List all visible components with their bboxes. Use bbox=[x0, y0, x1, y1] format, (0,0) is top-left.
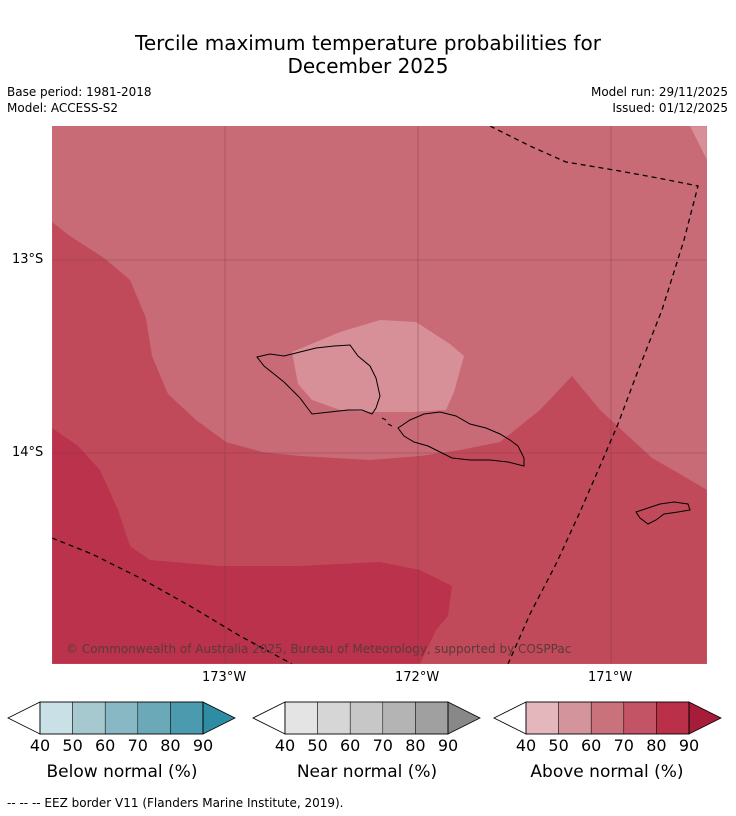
colorbar-above-tick: 90 bbox=[678, 736, 700, 755]
colorbars bbox=[7, 701, 722, 735]
colorbar-near-tick: 70 bbox=[372, 736, 393, 755]
colorbar-above-min-extend bbox=[493, 701, 527, 735]
colorbar-above-bin-0 bbox=[525, 701, 559, 735]
region-above-50-60 bbox=[292, 320, 464, 412]
colorbar-below-tick: 90 bbox=[192, 736, 214, 755]
title-line-1: Tercile maximum temperature probabilitie… bbox=[135, 31, 601, 55]
colorbar-below-tick: 40 bbox=[29, 736, 51, 755]
colorbar-below-bin-2 bbox=[104, 701, 139, 735]
island-tutuila bbox=[635, 501, 691, 525]
colorbar-near-tick: 80 bbox=[405, 736, 426, 755]
region-above-70-80 bbox=[52, 222, 707, 664]
model-run: Model run: 29/11/2025 bbox=[590, 85, 728, 99]
lon-label-172w: 172°W bbox=[395, 670, 440, 685]
colorbar-above-tick: 60 bbox=[581, 736, 602, 755]
title-line-2: December 2025 bbox=[287, 54, 449, 78]
meta-left: Base period: 1981-2018 Model: ACCESS-S2 bbox=[7, 84, 152, 116]
colorbar-near-bin-0 bbox=[284, 701, 318, 735]
colorbar-below-min-extend bbox=[7, 701, 41, 735]
colorbar-below-bin-0 bbox=[39, 701, 73, 735]
colorbar-below-bin-3 bbox=[137, 701, 171, 735]
colorbar-label-near: Near normal (%) bbox=[296, 762, 438, 782]
colorbar-label-below: Below normal (%) bbox=[46, 762, 198, 782]
colorbar-below-tick: 70 bbox=[127, 736, 148, 755]
colorbar-near-tick: 50 bbox=[307, 736, 328, 755]
region-above-50-60-corner bbox=[690, 126, 707, 160]
colorbar-near-outline bbox=[284, 701, 449, 735]
colorbar-above-max-extend bbox=[688, 701, 722, 735]
colorbar-near-bin-1 bbox=[317, 701, 351, 735]
colorbar-near-bin-4 bbox=[415, 701, 449, 735]
colorbar-below-tick: 80 bbox=[160, 736, 181, 755]
colorbar-above-bin-2 bbox=[590, 701, 625, 735]
colorbar-below-tick: 50 bbox=[62, 736, 83, 755]
colorbar-below-bin-4 bbox=[170, 701, 204, 735]
colorbar-above-bin-1 bbox=[558, 701, 592, 735]
island-manono-apolima bbox=[381, 417, 393, 427]
colorbar-below-max-extend bbox=[202, 701, 236, 735]
colorbar-above-bin-3 bbox=[623, 701, 657, 735]
colorbar-near-bin-3 bbox=[382, 701, 416, 735]
colorbar-below-tick: 60 bbox=[95, 736, 116, 755]
colorbar-above-outline bbox=[525, 701, 690, 735]
colorbar-near-tick: 60 bbox=[340, 736, 361, 755]
copyright-credit: © Commonwealth of Australia 2025, Bureau… bbox=[66, 642, 572, 656]
issued-date: Issued: 01/12/2025 bbox=[612, 101, 728, 115]
colorbar-near-bin-2 bbox=[349, 701, 384, 735]
eez-footnote: -- -- -- EEZ border V11 (Flanders Marine… bbox=[7, 796, 344, 810]
base-period: Base period: 1981-2018 bbox=[7, 85, 152, 99]
lon-label-173w: 173°W bbox=[202, 670, 247, 685]
region-above-80-90 bbox=[52, 428, 452, 664]
colorbar-above-tick: 70 bbox=[613, 736, 634, 755]
colorbar-near-tick: 40 bbox=[274, 736, 296, 755]
island-savaii bbox=[256, 344, 381, 415]
colorbar-near-min-extend bbox=[252, 701, 286, 735]
colorbar-below-bin-1 bbox=[72, 701, 106, 735]
colorbar-label-above: Above normal (%) bbox=[530, 762, 684, 782]
colorbar-below-outline bbox=[39, 701, 204, 735]
lon-label-171w: 171°W bbox=[588, 670, 633, 685]
lat-label-14s: 14°S bbox=[12, 445, 44, 460]
colorbar-above-bin-4 bbox=[656, 701, 690, 735]
chart-title: Tercile maximum temperature probabilitie… bbox=[0, 32, 736, 78]
colorbar-above-tick: 40 bbox=[515, 736, 537, 755]
colorbar-above-tick: 50 bbox=[548, 736, 569, 755]
colorbar-near-tick: 90 bbox=[437, 736, 459, 755]
island-upolu bbox=[397, 411, 525, 467]
colorbar-near-max-extend bbox=[447, 701, 481, 735]
eez-border-east bbox=[489, 126, 699, 664]
meta-right: Model run: 29/11/2025 Issued: 01/12/2025 bbox=[591, 84, 728, 116]
colorbar-above-tick: 80 bbox=[646, 736, 667, 755]
model-name: Model: ACCESS-S2 bbox=[7, 101, 119, 115]
lat-label-13s: 13°S bbox=[12, 252, 44, 267]
